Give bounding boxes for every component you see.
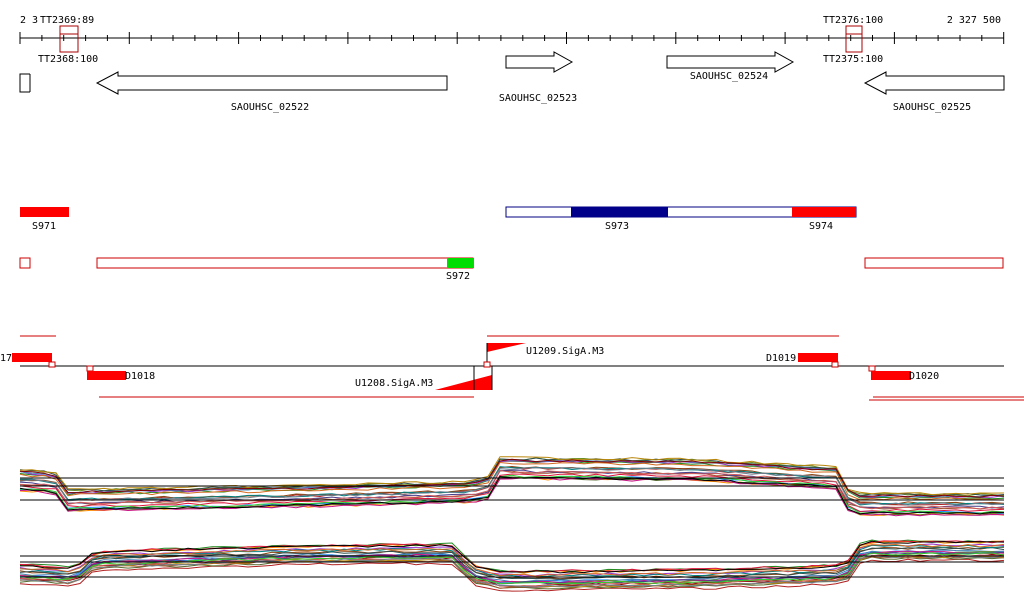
terminator-tt2376[interactable]: TT2376:100 TT2375:100 bbox=[823, 15, 883, 65]
gene-label-saouhsc-02523: SAOUHSC_02523 bbox=[499, 93, 577, 104]
promoter-label-d1017: 17 bbox=[0, 353, 12, 364]
promoter-d1017[interactable]: 17 bbox=[0, 353, 56, 368]
segment-minus-middle[interactable] bbox=[96, 257, 474, 269]
expression-trace bbox=[19, 543, 1005, 577]
promoter-d1018[interactable]: D1018 bbox=[86, 365, 155, 382]
promoter-label-d1019: D1019 bbox=[766, 353, 796, 364]
gene-saouhsc-02524[interactable]: SAOUHSC_02524 bbox=[666, 51, 795, 82]
segment-minus-right[interactable] bbox=[864, 257, 1004, 269]
promoter-u1208[interactable]: U1208.SigA.M3 bbox=[355, 366, 493, 390]
ruler-overlap-label: TT2369:89 bbox=[40, 15, 94, 26]
segment-s972[interactable]: S972 bbox=[446, 258, 474, 282]
promoter-label-u1208: U1208.SigA.M3 bbox=[355, 378, 433, 389]
coordinate-ruler: 2 3 TT2369:89 2 327 500 bbox=[19, 15, 1005, 44]
segment-minus-left[interactable] bbox=[19, 257, 31, 269]
promoter-label-d1018: D1018 bbox=[125, 371, 155, 382]
gene-fragment-left[interactable] bbox=[19, 73, 31, 93]
segment-label-s973: S973 bbox=[605, 221, 629, 232]
promoter-label-d1020: D1020 bbox=[909, 371, 939, 382]
terminator-tt2368[interactable]: TT2368:100 bbox=[38, 25, 98, 65]
expression-trace bbox=[19, 467, 1005, 506]
ruler-left-label: 2 3 bbox=[20, 15, 38, 26]
expression-trace bbox=[19, 473, 1005, 513]
expression-trace bbox=[19, 555, 1005, 588]
promoter-u1209[interactable]: U1209.SigA.M3 bbox=[483, 343, 604, 368]
expression-lines-minus bbox=[19, 539, 1005, 592]
gene-label-saouhsc-02524: SAOUHSC_02524 bbox=[690, 71, 768, 82]
segment-s974[interactable]: S974 bbox=[792, 207, 856, 232]
segment-label-s972: S972 bbox=[446, 271, 470, 282]
gene-label-saouhsc-02522: SAOUHSC_02522 bbox=[231, 102, 309, 113]
expression-trace bbox=[19, 461, 1005, 501]
terminator-label-tt2376: TT2376:100 bbox=[823, 15, 883, 26]
promoter-d1019[interactable]: D1019 bbox=[766, 353, 839, 368]
expression-track-plus bbox=[19, 456, 1005, 517]
ruler-right-label: 2 327 500 bbox=[947, 15, 1001, 26]
promoter-label-u1209: U1209.SigA.M3 bbox=[526, 346, 604, 357]
gene-saouhsc-02522[interactable]: SAOUHSC_02522 bbox=[95, 71, 448, 113]
ruler-ticks bbox=[19, 32, 1005, 44]
gene-saouhsc-02523[interactable]: SAOUHSC_02523 bbox=[499, 51, 577, 104]
promoter-track: 17 D1018 U1209.SigA.M3 U1208.SigA.M3 D10… bbox=[0, 335, 1024, 401]
terminator-label-tt2375: TT2375:100 bbox=[823, 54, 883, 65]
expression-track-minus bbox=[19, 539, 1005, 592]
segment-label-s974: S974 bbox=[809, 221, 833, 232]
segment-label-s971: S971 bbox=[32, 221, 56, 232]
segment-s971[interactable]: S971 bbox=[20, 207, 69, 232]
gene-label-saouhsc-02525: SAOUHSC_02525 bbox=[893, 102, 971, 113]
terminator-label-tt2368: TT2368:100 bbox=[38, 54, 98, 65]
expression-trace bbox=[19, 558, 1005, 592]
promoter-d1020[interactable]: D1020 bbox=[868, 365, 939, 382]
expression-trace bbox=[19, 550, 1005, 584]
expression-trace bbox=[19, 540, 1005, 574]
expression-trace bbox=[19, 477, 1005, 517]
expression-trace bbox=[19, 469, 1005, 510]
expression-trace bbox=[19, 458, 1005, 498]
gene-saouhsc-02525[interactable]: SAOUHSC_02525 bbox=[863, 71, 1005, 113]
expression-trace bbox=[19, 456, 1005, 496]
